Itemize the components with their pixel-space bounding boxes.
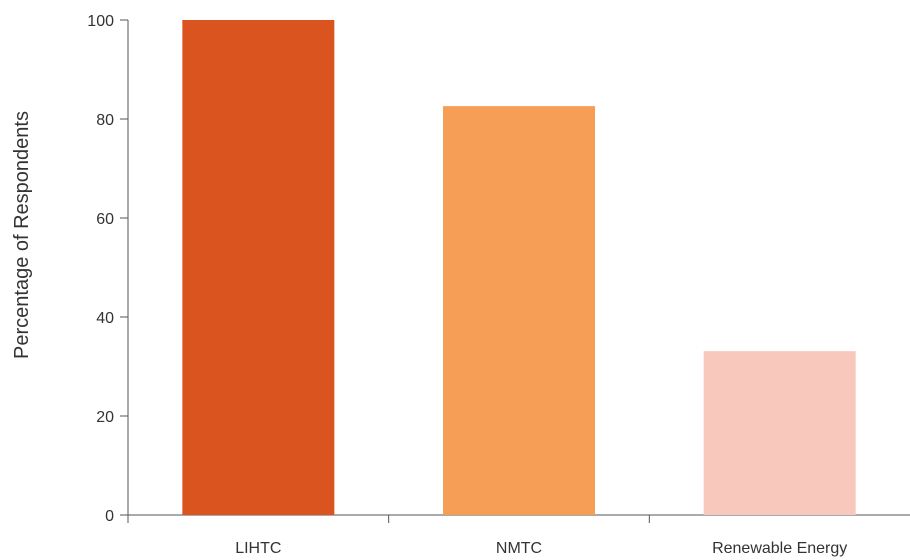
y-tick-label: 80 (96, 112, 114, 129)
bar-lihtc (182, 20, 335, 515)
y-tick-label: 40 (96, 310, 114, 327)
bar-renewable-energy (703, 351, 856, 515)
x-ticks: LIHTC NMTC Renewable Energy (127, 515, 847, 557)
y-tick-label: 20 (96, 409, 114, 426)
y-ticks: 0 20 40 60 80 100 (87, 13, 128, 525)
y-axis-title: Percentage of Respondents (11, 111, 33, 359)
x-tick-label: LIHTC (235, 540, 281, 557)
bar-nmtc (443, 106, 595, 515)
x-tick-label: Renewable Energy (712, 540, 847, 557)
y-tick-label: 60 (96, 211, 114, 228)
y-tick-label: 100 (87, 13, 114, 30)
bars (182, 20, 856, 515)
x-tick-label: NMTC (496, 540, 542, 557)
y-tick-label: 0 (105, 508, 114, 525)
